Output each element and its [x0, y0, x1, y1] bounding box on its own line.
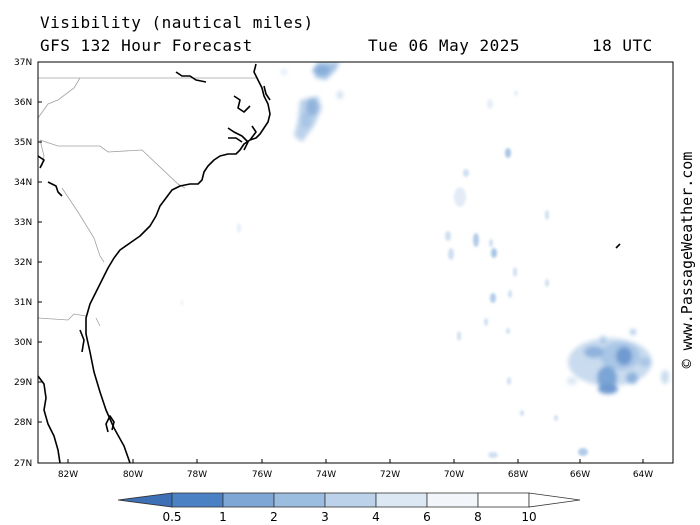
forecast-label: GFS 132 Hour Forecast — [40, 36, 253, 55]
lat-label-27n: 27N — [14, 459, 32, 469]
colorbar-bin — [426, 492, 479, 508]
lon-label-72w: 72W — [380, 470, 400, 480]
lon-label-80w: 80W — [123, 470, 143, 480]
state-borders — [38, 77, 258, 327]
lat-label-37n: 37N — [14, 58, 32, 68]
colorbar-label: 4 — [372, 510, 380, 524]
forecast-date: Tue 06 May 2025 — [368, 36, 520, 55]
lat-label-35n: 35N — [14, 138, 32, 148]
axis-ticks — [38, 61, 644, 463]
colorbar-bin — [375, 492, 428, 508]
colorbar-bin — [273, 492, 326, 508]
lon-label-82w: 82W — [58, 470, 78, 480]
lon-label-78w: 78W — [187, 470, 207, 480]
colorbar-bin — [171, 492, 224, 508]
colorbar-label: 2 — [270, 510, 278, 524]
coastline — [38, 63, 621, 463]
lat-label-36n: 36N — [14, 98, 32, 108]
forecast-time: 18 UTC — [592, 36, 653, 55]
colorbar-max-arrow — [528, 492, 581, 508]
lat-label-33n: 33N — [14, 218, 32, 228]
colorbar-label: 8 — [474, 510, 482, 524]
map-frame — [37, 61, 674, 464]
lon-label-76w: 76W — [252, 470, 272, 480]
lon-label-68w: 68W — [508, 470, 528, 480]
colorbar-label: 0.5 — [162, 510, 181, 524]
lat-label-30n: 30N — [14, 338, 32, 348]
colorbar-bin — [324, 492, 377, 508]
longitude-labels: 82W 80W 78W 76W 74W 72W 70W 68W 66W 64W — [58, 470, 653, 480]
latitude-labels: 37N 36N 35N 34N 33N 32N 31N 30N 29N 28N … — [14, 58, 32, 469]
colorbar-label: 10 — [521, 510, 536, 524]
map-title: Visibility (nautical miles) — [40, 13, 314, 32]
colorbar — [117, 492, 581, 508]
lat-label-32n: 32N — [14, 258, 32, 268]
lon-label-64w: 64W — [633, 470, 653, 480]
lon-label-70w: 70W — [444, 470, 464, 480]
colorbar-label: 1 — [219, 510, 227, 524]
lat-label-28n: 28N — [14, 418, 32, 428]
lat-label-34n: 34N — [14, 178, 32, 188]
colorbar-bin — [477, 492, 530, 508]
lat-label-31n: 31N — [14, 298, 32, 308]
visibility-shading — [181, 62, 669, 458]
colorbar-label: 3 — [321, 510, 329, 524]
lat-label-29n: 29N — [14, 378, 32, 388]
lon-label-66w: 66W — [570, 470, 590, 480]
colorbar-labels: 0.5 1 2 3 4 6 8 10 — [162, 510, 536, 524]
colorbar-label: 6 — [423, 510, 431, 524]
lon-label-74w: 74W — [316, 470, 336, 480]
colorbar-bin — [222, 492, 275, 508]
colorbar-min-arrow — [117, 492, 173, 508]
